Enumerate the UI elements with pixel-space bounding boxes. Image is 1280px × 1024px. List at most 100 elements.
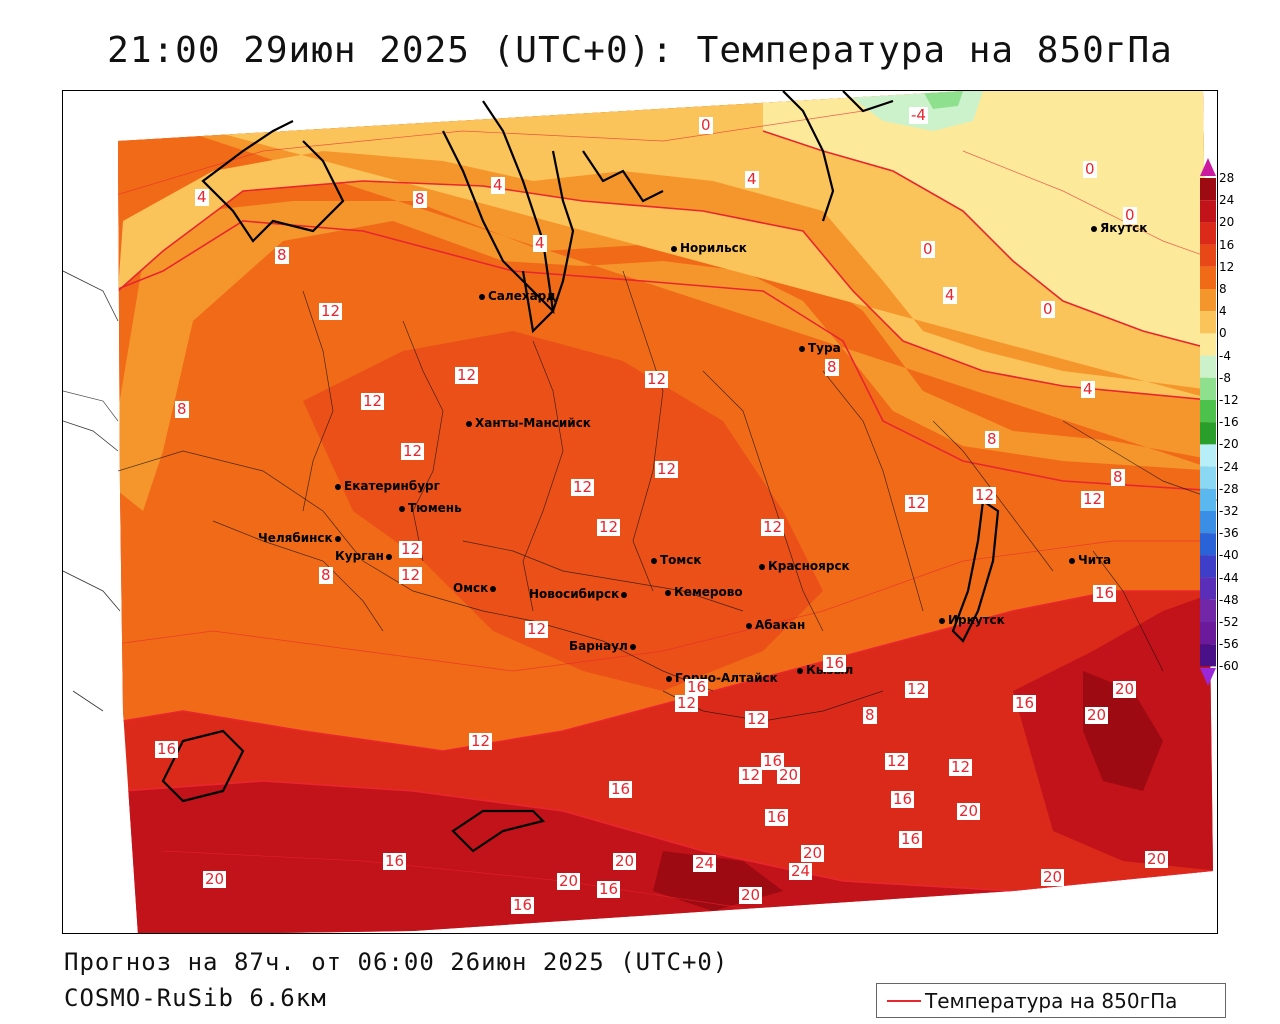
contour-label: 4: [943, 286, 957, 304]
color-scale-label: -56: [1219, 637, 1239, 652]
color-scale-label: 24: [1219, 193, 1235, 208]
city-tyumen: Тюмень: [399, 501, 462, 515]
color-scale-swatch: [1200, 178, 1216, 201]
city-kurgan: Курган: [335, 549, 395, 563]
color-scale-swatch: [1200, 333, 1216, 356]
contour-label: 16: [609, 780, 633, 798]
color-scale-label: -52: [1219, 615, 1239, 629]
color-scale-swatch: [1200, 555, 1216, 578]
contour-label: 20: [203, 870, 227, 888]
city-barnaul: Барнаул: [569, 639, 639, 653]
color-scale-label: 8: [1219, 282, 1227, 296]
contour-label: 4: [491, 176, 505, 194]
color-scale-swatch: [1200, 488, 1216, 511]
contour-label: 12: [361, 392, 385, 410]
contour-label: 16: [761, 752, 785, 770]
color-scale-label: -60: [1219, 659, 1239, 674]
contour-label: 20: [1113, 680, 1137, 698]
model-name: COSMO-RuSib 6.6км: [64, 984, 327, 1012]
contour-label: 12: [655, 460, 679, 478]
contour-label: 4: [533, 234, 547, 252]
contour-label: 20: [801, 844, 825, 862]
color-scale-label: 12: [1219, 259, 1235, 274]
color-scale-label: -44: [1219, 570, 1239, 585]
color-scale-label: -28: [1219, 481, 1239, 496]
legend-line-swatch: [887, 1000, 921, 1002]
city-norilsk: Норильск: [671, 241, 747, 255]
color-scale-label: -36: [1219, 526, 1239, 541]
contour-label: 16: [383, 852, 407, 870]
contour-label: 20: [557, 872, 581, 890]
contour-label: 20: [1145, 850, 1169, 868]
temperature-map: [63, 91, 1217, 933]
color-scale-swatch: [1200, 222, 1216, 245]
color-scale-label: -48: [1219, 592, 1239, 607]
city-ekaterinburg: Екатеринбург: [335, 479, 440, 493]
color-scale-label: -16: [1219, 415, 1239, 430]
contour-label: 20: [957, 802, 981, 820]
contour-label: 0: [699, 116, 713, 134]
contour-label: 16: [1093, 584, 1117, 602]
contour-label: 12: [973, 486, 997, 504]
map-legend: Температура на 850гПа: [876, 983, 1226, 1018]
contour-label: 16: [899, 830, 923, 848]
contour-label: 20: [739, 886, 763, 904]
color-scale-swatch: [1200, 533, 1216, 556]
city-salekhard: Салехард: [479, 289, 556, 303]
contour-label: 0: [1083, 160, 1097, 178]
contour-label: 16: [1013, 694, 1037, 712]
contour-label: 4: [745, 170, 759, 188]
contour-label: 12: [761, 518, 785, 536]
city-kemerovo: Кемерово: [665, 585, 743, 599]
contour-label: 20: [777, 766, 801, 784]
contour-label: 8: [863, 706, 877, 724]
color-scale-swatch: [1200, 400, 1216, 423]
color-scale-swatch: [1200, 244, 1216, 267]
contour-label: 4: [195, 188, 209, 206]
contour-label: 0: [921, 240, 935, 258]
city-krasnoyarsk: Красноярск: [759, 559, 850, 573]
contour-label: 4: [1081, 380, 1095, 398]
color-scale-swatch: [1200, 355, 1216, 378]
color-scale-label: -40: [1219, 548, 1239, 563]
city-gorno-altaysk: Горно-Алтайск: [666, 671, 778, 685]
contour-label: 12: [469, 732, 493, 750]
color-scale-label: -24: [1219, 459, 1239, 474]
color-scale: 28 24 20 16 12 8 4 0 -4 -8 -12 -16 -20 -24 -28 -32 -36 -4…: [1199, 158, 1269, 688]
contour-label: 20: [613, 852, 637, 870]
contour-label: 0: [1123, 206, 1137, 224]
map-title: 21:00 29июн 2025 (UTC+0): Температура на…: [107, 30, 1173, 71]
color-scale-swatch: [1200, 466, 1216, 489]
city-chita: Чита: [1069, 553, 1111, 567]
city-novosibirsk: Новосибирск: [529, 587, 630, 601]
contour-label: 16: [891, 790, 915, 808]
contour-label: 16: [511, 896, 535, 914]
contour-label: 8: [825, 358, 839, 376]
color-scale-label: -8: [1219, 370, 1231, 385]
city-irkutsk: Иркутск: [939, 613, 1005, 627]
contour-label: 12: [399, 540, 423, 558]
contour-label: 20: [1041, 868, 1065, 886]
color-scale-swatch: [1200, 622, 1216, 645]
color-scale-label: 4: [1219, 304, 1227, 319]
color-scale-swatch: [1200, 377, 1216, 400]
contour-label: 12: [675, 694, 699, 712]
contour-label: 8: [1111, 468, 1125, 486]
color-scale-label: 16: [1219, 237, 1235, 252]
contour-label: 8: [275, 246, 289, 264]
color-scale-swatch: [1200, 444, 1216, 467]
contour-label: 12: [1081, 490, 1105, 508]
color-scale-label: -4: [1219, 348, 1231, 363]
contour-label: 12: [905, 680, 929, 698]
contour-label: 24: [693, 854, 717, 872]
city-tomsk: Томск: [651, 553, 702, 567]
contour-label: 12: [319, 302, 343, 320]
city-omsk: Омск: [453, 581, 499, 595]
contour-label: 12: [571, 478, 595, 496]
city-chelyabinsk: Челябинск: [258, 531, 344, 545]
color-scale-label: 28: [1219, 171, 1235, 185]
city-tura: Тура: [799, 341, 841, 355]
contour-label: 16: [765, 808, 789, 826]
color-scale-swatch: [1200, 599, 1216, 622]
contour-label: 12: [745, 710, 769, 728]
